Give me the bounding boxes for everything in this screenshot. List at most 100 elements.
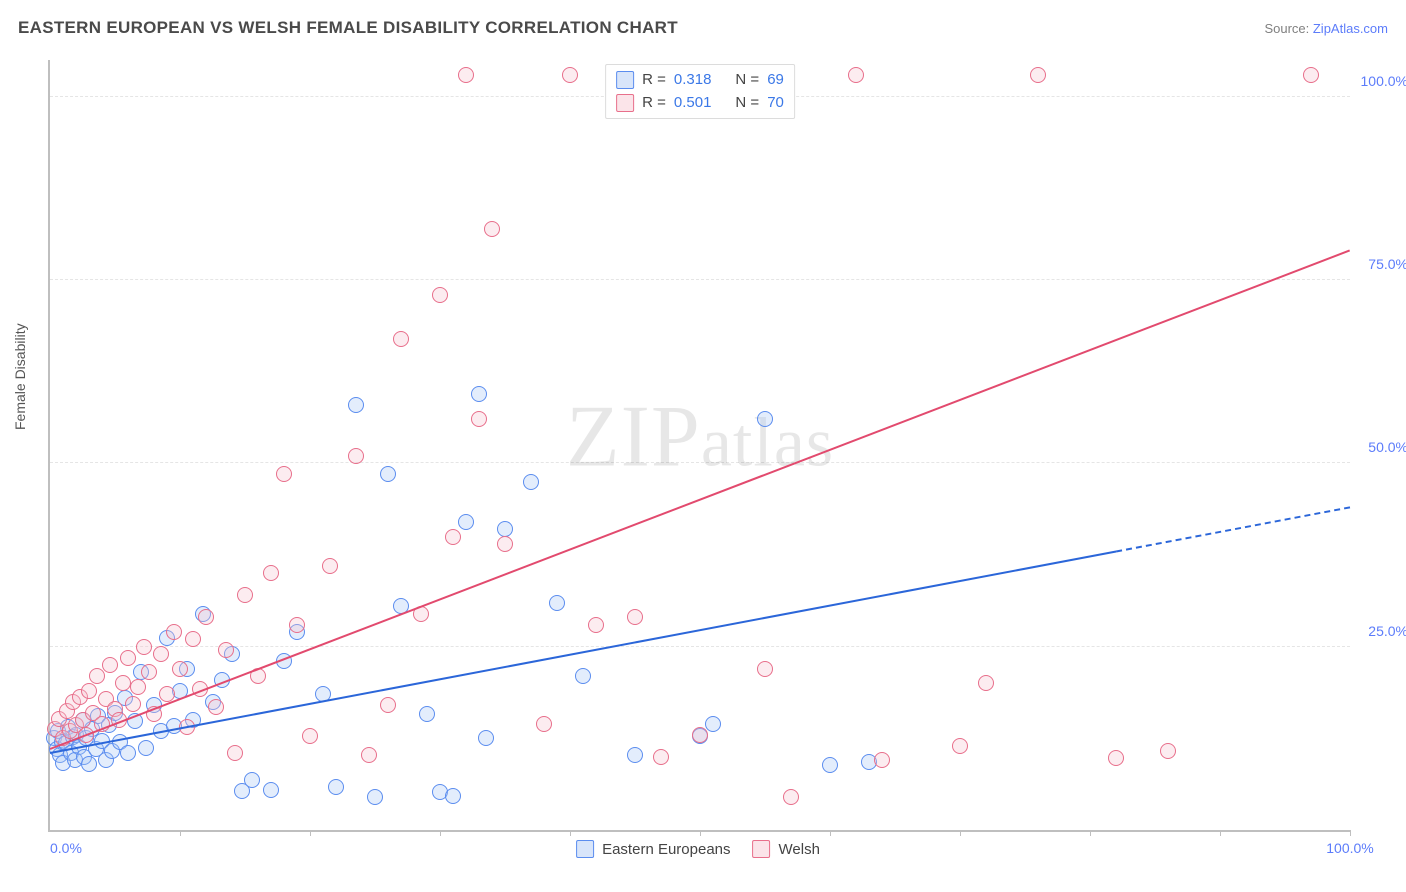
data-point xyxy=(1030,67,1046,83)
data-point xyxy=(302,728,318,744)
data-point xyxy=(627,747,643,763)
data-point xyxy=(419,706,435,722)
x-tick-label: 100.0% xyxy=(1326,840,1373,856)
data-point xyxy=(471,386,487,402)
data-point xyxy=(536,716,552,732)
data-point xyxy=(81,756,97,772)
r-value: 0.501 xyxy=(674,92,712,115)
x-tick xyxy=(1220,830,1221,836)
trend-line xyxy=(50,251,1350,750)
gridline xyxy=(50,279,1350,280)
x-tick xyxy=(440,830,441,836)
chart-header: EASTERN EUROPEAN VS WELSH FEMALE DISABIL… xyxy=(18,18,1388,38)
legend-label: Eastern Europeans xyxy=(602,841,730,858)
legend-stats-box: R = 0.318N = 69R = 0.501N = 70 xyxy=(605,64,795,119)
data-point xyxy=(393,331,409,347)
y-tick-label: 50.0% xyxy=(1358,439,1406,455)
data-point xyxy=(172,661,188,677)
x-tick xyxy=(180,830,181,836)
data-point xyxy=(445,529,461,545)
y-tick-label: 100.0% xyxy=(1358,73,1406,89)
plot-area: ZIPatlas R = 0.318N = 69R = 0.501N = 70 … xyxy=(48,60,1350,832)
n-label: N = xyxy=(735,69,759,92)
data-point xyxy=(952,738,968,754)
data-point xyxy=(978,675,994,691)
data-point xyxy=(328,779,344,795)
y-tick-label: 25.0% xyxy=(1358,623,1406,639)
data-point xyxy=(102,657,118,673)
data-point xyxy=(348,397,364,413)
data-point xyxy=(367,789,383,805)
data-point xyxy=(1303,67,1319,83)
data-point xyxy=(130,679,146,695)
source-link[interactable]: ZipAtlas.com xyxy=(1313,21,1388,36)
gridline xyxy=(50,646,1350,647)
data-point xyxy=(380,697,396,713)
legend-item: Welsh xyxy=(753,840,820,858)
source-citation: Source: ZipAtlas.com xyxy=(1264,21,1388,36)
x-tick xyxy=(1090,830,1091,836)
data-point xyxy=(185,631,201,647)
legend-swatch xyxy=(753,840,771,858)
n-label: N = xyxy=(735,92,759,115)
source-prefix: Source: xyxy=(1264,21,1312,36)
data-point xyxy=(276,466,292,482)
data-point xyxy=(227,745,243,761)
data-point xyxy=(562,67,578,83)
data-point xyxy=(497,536,513,552)
data-point xyxy=(1108,750,1124,766)
x-tick xyxy=(700,830,701,836)
n-value: 69 xyxy=(767,69,784,92)
data-point xyxy=(141,664,157,680)
data-point xyxy=(783,789,799,805)
data-point xyxy=(348,448,364,464)
data-point xyxy=(874,752,890,768)
legend-stat-row: R = 0.318 N = 69 xyxy=(616,69,784,92)
trend-line xyxy=(50,507,1350,753)
data-point xyxy=(848,67,864,83)
data-point xyxy=(822,757,838,773)
data-point xyxy=(263,782,279,798)
data-point xyxy=(115,675,131,691)
plot-container: ZIPatlas R = 0.318N = 69R = 0.501N = 70 … xyxy=(48,60,1348,830)
data-point xyxy=(757,411,773,427)
data-point xyxy=(458,67,474,83)
gridline xyxy=(50,462,1350,463)
data-point xyxy=(198,609,214,625)
chart-title: EASTERN EUROPEAN VS WELSH FEMALE DISABIL… xyxy=(18,18,678,38)
x-tick xyxy=(310,830,311,836)
x-tick xyxy=(960,830,961,836)
data-point xyxy=(263,565,279,581)
data-point xyxy=(138,740,154,756)
data-point xyxy=(432,287,448,303)
legend-label: Welsh xyxy=(779,841,820,858)
data-point xyxy=(757,661,773,677)
data-point xyxy=(478,730,494,746)
data-point xyxy=(120,745,136,761)
legend-swatch xyxy=(576,840,594,858)
data-point xyxy=(218,642,234,658)
data-point xyxy=(588,617,604,633)
data-point xyxy=(445,788,461,804)
x-tick-label: 0.0% xyxy=(50,840,82,856)
data-point xyxy=(692,727,708,743)
y-axis-label: Female Disability xyxy=(12,323,28,430)
data-point xyxy=(497,521,513,537)
r-value: 0.318 xyxy=(674,69,712,92)
data-point xyxy=(627,609,643,625)
data-point xyxy=(705,716,721,732)
data-point xyxy=(380,466,396,482)
data-point xyxy=(523,474,539,490)
data-point xyxy=(89,668,105,684)
data-point xyxy=(549,595,565,611)
data-point xyxy=(120,650,136,666)
r-label: R = xyxy=(642,69,666,92)
x-tick xyxy=(830,830,831,836)
legend-item: Eastern Europeans xyxy=(576,840,730,858)
data-point xyxy=(136,639,152,655)
data-point xyxy=(237,587,253,603)
data-point xyxy=(125,696,141,712)
data-point xyxy=(575,668,591,684)
data-point xyxy=(153,646,169,662)
legend-series: Eastern Europeans Welsh xyxy=(576,840,820,858)
